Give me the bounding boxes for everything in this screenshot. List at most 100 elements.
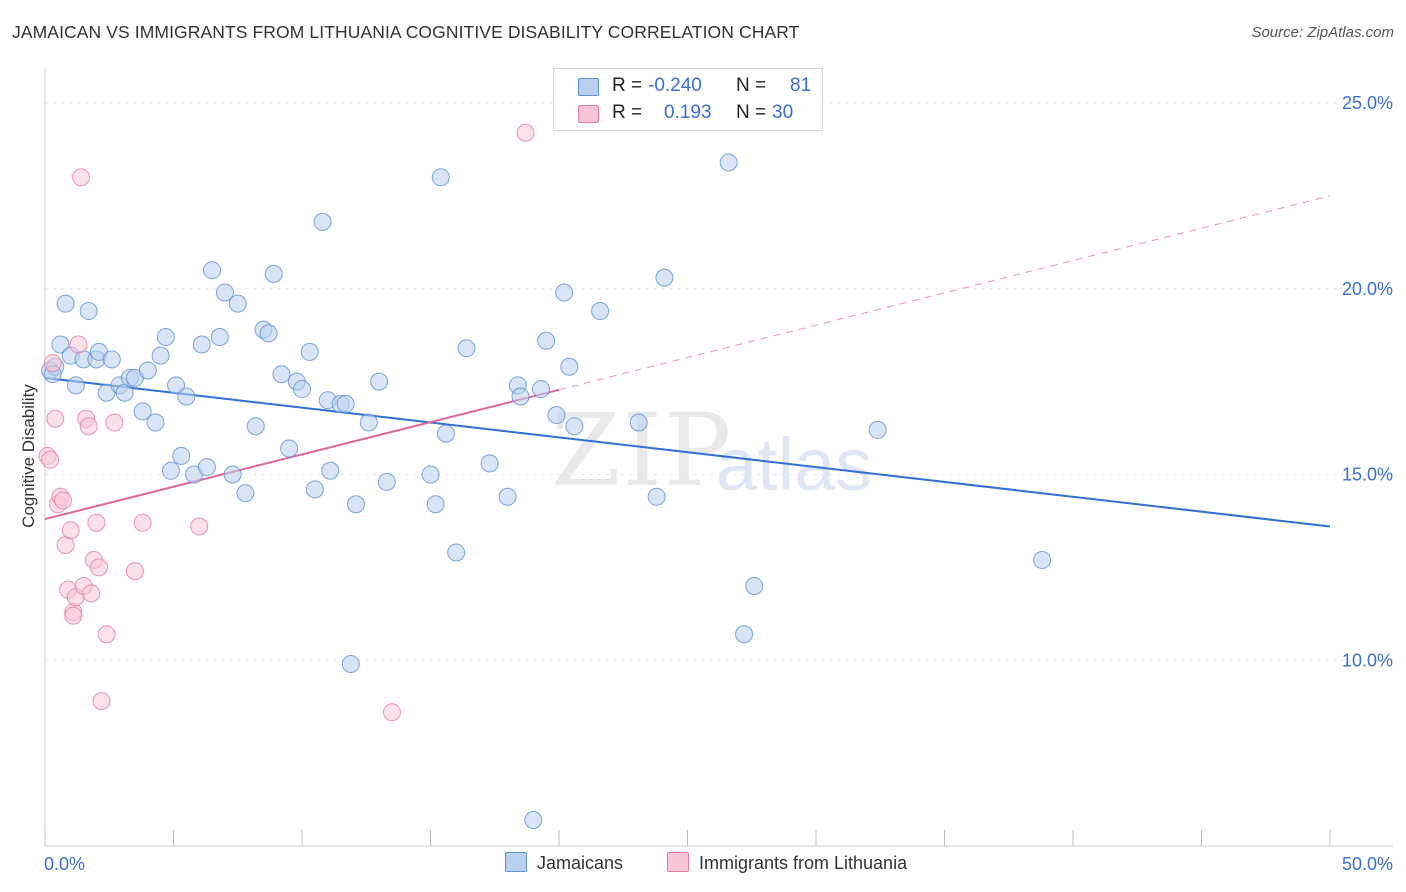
data-points <box>38 123 1052 829</box>
chart-title: JAMAICAN VS IMMIGRANTS FROM LITHUANIA CO… <box>12 22 800 42</box>
point-jamaicans <box>305 480 324 499</box>
point-jamaicans <box>511 387 530 406</box>
point-jamaicans <box>436 424 455 443</box>
point-lithuania <box>71 168 90 187</box>
point-jamaicans <box>480 454 499 473</box>
point-jamaicans <box>293 380 311 399</box>
point-lithuania <box>82 584 101 603</box>
point-jamaicans <box>259 324 278 343</box>
point-jamaicans <box>161 461 180 480</box>
point-lithuania <box>79 417 98 436</box>
point-lithuania <box>105 413 124 432</box>
point-jamaicans <box>203 261 222 280</box>
point-lithuania <box>87 513 106 532</box>
point-lithuania <box>69 335 88 354</box>
point-jamaicans <box>524 810 543 829</box>
legend-r-label: R = <box>612 75 643 96</box>
point-jamaicans <box>79 302 98 321</box>
point-jamaicans <box>102 350 121 369</box>
point-jamaicans <box>532 380 551 399</box>
trend-line-lithuania <box>44 388 560 521</box>
point-lithuania <box>125 562 144 581</box>
point-lithuania <box>97 625 116 644</box>
point-jamaicans <box>359 413 378 432</box>
point-lithuania <box>190 517 209 536</box>
point-jamaicans <box>321 461 340 480</box>
point-jamaicans <box>1033 550 1052 569</box>
y-axis-label: Cognitive Disability <box>19 384 38 528</box>
legend-r-label: R = <box>612 102 643 123</box>
legend-label-lithuania: Immigrants from Lithuania <box>699 853 908 873</box>
point-jamaicans <box>146 413 165 432</box>
point-jamaicans <box>629 413 648 432</box>
point-jamaicans <box>426 495 445 514</box>
point-lithuania <box>53 491 72 510</box>
source-label: Source: ZipAtlas.com <box>1251 24 1394 41</box>
point-lithuania <box>516 123 535 142</box>
point-jamaicans <box>264 264 283 283</box>
point-jamaicans <box>647 487 666 506</box>
legend-swatch-blue <box>578 78 599 96</box>
point-jamaicans <box>719 153 738 172</box>
point-jamaicans <box>498 487 517 506</box>
legend-n-value: 81 <box>790 75 812 96</box>
point-lithuania <box>43 354 62 373</box>
point-jamaicans <box>138 361 157 380</box>
legend-label-jamaicans: Jamaicans <box>537 853 624 873</box>
point-jamaicans <box>56 294 75 313</box>
point-jamaicans <box>51 335 70 354</box>
point-jamaicans <box>172 446 191 465</box>
point-jamaicans <box>447 543 466 562</box>
point-jamaicans <box>192 335 211 354</box>
point-jamaicans <box>210 328 229 347</box>
point-jamaicans <box>300 342 319 361</box>
point-jamaicans <box>370 372 389 391</box>
point-jamaicans <box>421 465 440 484</box>
y-tick-label: 15.0% <box>1342 465 1393 485</box>
y-tick-label: 25.0% <box>1342 93 1393 113</box>
point-jamaicans <box>236 484 255 503</box>
point-lithuania <box>89 558 108 577</box>
point-lithuania <box>133 513 152 532</box>
y-tick-label: 20.0% <box>1342 279 1393 299</box>
point-jamaicans <box>215 283 234 302</box>
point-jamaicans <box>591 302 610 321</box>
legend-n-label: N = <box>736 102 767 123</box>
point-jamaicans <box>547 406 566 425</box>
grid-lines <box>45 102 1393 661</box>
point-jamaicans <box>167 376 186 395</box>
point-jamaicans <box>655 268 674 287</box>
point-jamaicans <box>313 212 332 231</box>
point-jamaicans <box>197 458 216 477</box>
point-jamaicans <box>346 495 365 514</box>
legend-n-value: 30 <box>772 102 794 123</box>
point-jamaicans <box>735 625 754 644</box>
trend-line-lithuania-dashed <box>558 195 1331 391</box>
point-jamaicans <box>555 283 574 302</box>
point-jamaicans <box>336 394 355 413</box>
axis-labels: 10.0% 15.0% 20.0% 25.0% 0.0% 50.0% Cognitive D… <box>19 93 1393 874</box>
point-lithuania <box>92 692 111 711</box>
legend-n-label: N = <box>736 75 767 96</box>
point-jamaicans <box>177 387 196 406</box>
point-jamaicans <box>868 420 887 439</box>
point-jamaicans <box>272 365 291 384</box>
point-lithuania <box>41 450 60 469</box>
point-jamaicans <box>151 346 170 365</box>
point-lithuania <box>46 409 65 428</box>
point-jamaicans <box>560 357 579 376</box>
trend-line-jamaicans <box>44 376 1331 528</box>
point-jamaicans <box>745 576 764 595</box>
legend-item-jamaicans: Jamaicans <box>505 852 623 874</box>
point-jamaicans <box>228 294 247 313</box>
point-jamaicans <box>341 654 360 673</box>
legend-r-value: 0.193 <box>664 102 712 123</box>
legend-item-lithuania: Immigrants from Lithuania <box>667 852 907 874</box>
point-jamaicans <box>66 376 85 395</box>
point-jamaicans <box>431 168 450 187</box>
legend-swatch-pink <box>578 105 599 123</box>
point-jamaicans <box>565 417 584 436</box>
point-jamaicans <box>537 331 556 350</box>
point-jamaicans <box>457 339 476 358</box>
